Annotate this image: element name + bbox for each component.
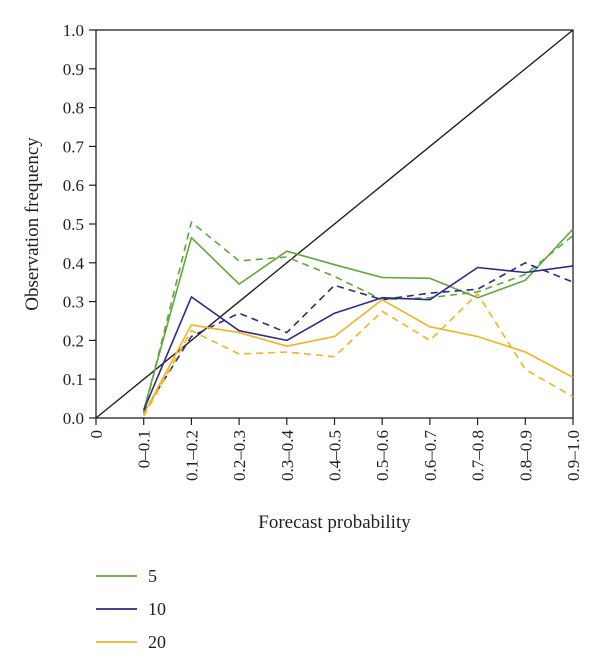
legend: 5 10 20 <box>96 566 166 652</box>
y-axis-title: Observation frequency <box>22 137 43 311</box>
legend-label-5: 5 <box>148 566 157 586</box>
y-tick-label: 0.1 <box>63 370 84 389</box>
series-20-solid-line <box>142 298 574 415</box>
plot-area <box>95 29 574 419</box>
series-layer <box>142 221 574 417</box>
y-tick-label: 0.8 <box>63 99 84 118</box>
series-10-solid-line <box>142 265 574 411</box>
x-tick-label: 0.7–0.8 <box>469 430 488 481</box>
y-tick-label: 0.4 <box>63 254 85 273</box>
y-tick-label: 0.2 <box>63 331 84 350</box>
series-5-solid-line <box>142 228 574 411</box>
y-tick-label: 0.3 <box>63 293 84 312</box>
y-tick-label: 1.0 <box>63 21 84 40</box>
y-tick-label: 0.6 <box>63 176 84 195</box>
series-6-dashed-line <box>143 292 574 417</box>
y-tick-label: 0.9 <box>63 60 84 79</box>
x-tick-label: 0–0.1 <box>135 430 154 468</box>
perfect-reliability-line <box>95 29 574 419</box>
series-2-dashed-line <box>142 221 574 415</box>
legend-label-10: 10 <box>148 599 166 619</box>
x-tick-label: 0.1–0.2 <box>182 430 201 481</box>
x-tick-label: 0.4–0.5 <box>326 430 345 481</box>
y-tick-label: 0.7 <box>63 137 85 156</box>
series-4-dashed-line <box>143 261 574 413</box>
x-tick-label: 0.9–1.0 <box>564 430 583 481</box>
x-axis-title: Forecast probability <box>258 512 411 533</box>
x-tick-label: 0.2–0.3 <box>230 430 249 481</box>
x-tick-label: 0.6–0.7 <box>421 430 440 482</box>
x-tick-label: 0.5–0.6 <box>373 430 392 481</box>
axes-layer: 0.0 0.1 0.2 0.3 0.4 0.5 0.6 0.7 0.8 0.9 1.0 0 0–0.1 0… <box>63 21 583 481</box>
x-tick-label: 0.8–0.9 <box>516 430 535 481</box>
x-tick-label: 0.3–0.4 <box>278 430 297 482</box>
x-tick-label: 0 <box>87 430 106 439</box>
y-tick-label: 0.5 <box>63 215 84 234</box>
legend-label-20: 20 <box>148 632 166 652</box>
y-tick-label: 0.0 <box>63 409 84 428</box>
